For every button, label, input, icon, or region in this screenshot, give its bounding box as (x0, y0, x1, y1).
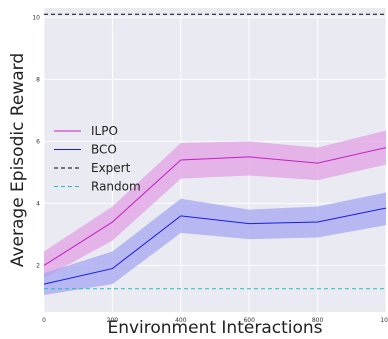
legend-label-bco: BCO (91, 143, 117, 157)
x-tick-label: 0 (42, 317, 46, 324)
legend-label-expert: Expert (91, 161, 131, 175)
y-tick-label: 10 (32, 14, 40, 21)
x-axis-label: Environment Interactions (107, 318, 322, 338)
x-tick-label: 100 (380, 317, 388, 324)
y-axis-label: Average Episodic Reward (8, 53, 28, 267)
ilpo-line (43, 147, 387, 266)
y-tick-label: 8 (36, 76, 40, 83)
legend-label-ilpo: ILPO (91, 124, 118, 138)
x-tick-label: 400 (175, 317, 187, 324)
legend-label-random: Random (91, 180, 141, 194)
y-tick-label: 2 (36, 262, 40, 269)
x-tick-label: 200 (107, 317, 119, 324)
x-tick-labels: 0 200 400 600 800 100 (42, 317, 388, 324)
bco-line (43, 207, 387, 285)
x-tick-label: 800 (312, 317, 324, 324)
ilpo-confidence-band (44, 130, 386, 278)
bco-confidence-band (44, 192, 386, 295)
y-tick-label: 6 (36, 138, 40, 145)
series-lines (43, 13, 387, 290)
legend: ILPO BCO Expert Random (54, 124, 141, 194)
y-tick-label: 4 (36, 200, 40, 207)
x-tick-label: 600 (243, 317, 255, 324)
y-tick-labels: 2 4 6 8 10 (32, 14, 40, 269)
confidence-bands (44, 130, 386, 295)
